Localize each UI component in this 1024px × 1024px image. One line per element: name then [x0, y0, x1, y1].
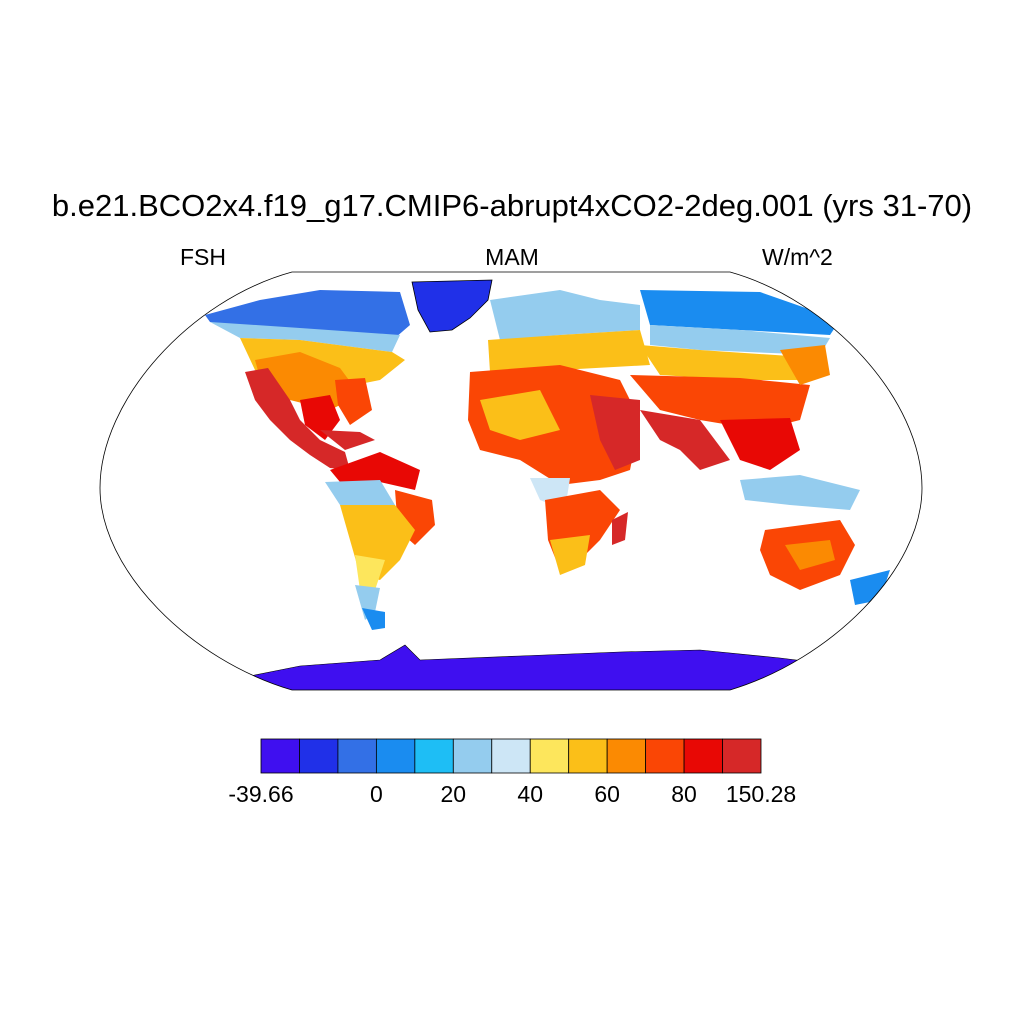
- colorbar-tick-label: 150.28: [725, 781, 797, 807]
- colorbar-tick-label: 20: [440, 781, 467, 807]
- season-label: MAM: [485, 244, 539, 270]
- colorbar-tick-label: 0: [369, 781, 383, 807]
- greenland-field: [411, 279, 493, 333]
- colorbar-box: [337, 738, 377, 774]
- colorbar-tick-label: 80: [671, 781, 697, 807]
- north-america-field: [205, 290, 410, 470]
- colorbar-box: [683, 738, 723, 774]
- colorbar-box: [491, 738, 531, 774]
- variable-label: FSH: [180, 244, 226, 270]
- colorbar-box: [529, 738, 570, 774]
- asia-field: [630, 290, 840, 470]
- colorbar-box: [375, 738, 416, 774]
- colorbar-tick-label: 40: [517, 781, 544, 807]
- south-america-field: [325, 452, 435, 630]
- map-outline: [99, 271, 923, 691]
- colorbar-box: [645, 738, 685, 774]
- colorbar: [260, 738, 762, 774]
- colorbar-box: [722, 738, 762, 774]
- antarctica-field: [239, 644, 901, 690]
- units-label: W/m^2: [762, 244, 833, 270]
- plot-title: b.e21.BCO2x4.f19_g17.CMIP6-abrupt4xCO2-2…: [51, 188, 973, 223]
- colorbar-box: [452, 738, 493, 774]
- colorbar-tick-label: -39.66: [228, 781, 294, 807]
- colorbar-box: [568, 738, 608, 774]
- colorbar-box: [260, 738, 300, 774]
- colorbar-box: [299, 738, 339, 774]
- australia-field: [740, 475, 890, 605]
- africa-europe-field: [468, 290, 650, 575]
- colorbar-box: [414, 738, 454, 774]
- colorbar-box: [606, 738, 647, 774]
- land-fields: [205, 279, 901, 690]
- colorbar-tick-label: 60: [594, 781, 620, 807]
